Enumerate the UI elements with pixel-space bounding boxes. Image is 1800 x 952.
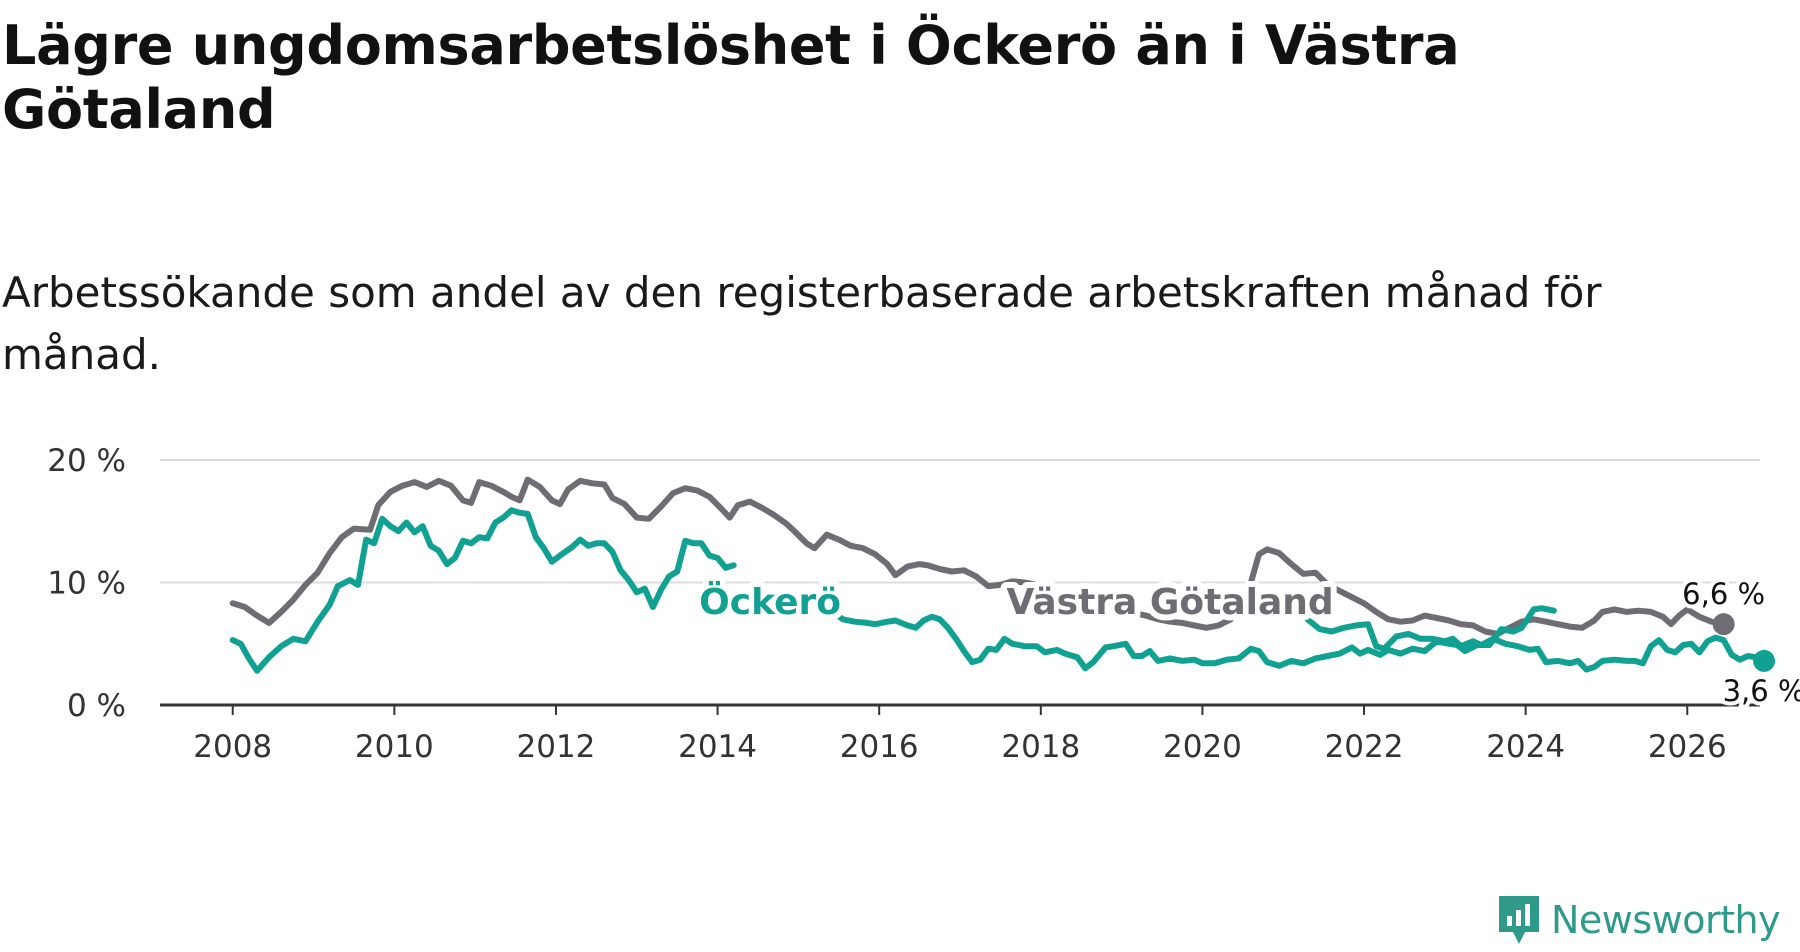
line-chart: 0 % 10 % 20 % 2008 2010 2012 2014 2016 2018 2020… [47, 443, 1800, 765]
x-tick-label: 2010 [355, 729, 434, 765]
x-axis-ticks: 2008 2010 2012 2014 2016 2018 2020 2022 2024 2026 [193, 705, 1727, 765]
x-tick-label: 2012 [517, 729, 596, 765]
series-labels: 6,6 % 3,6 % Öckerö Västra Götaland [693, 573, 1800, 712]
newsworthy-logo-icon [1499, 896, 1539, 944]
logo-text: Newsworthy [1551, 898, 1781, 942]
chart-title: Lägre ungdomsarbetslöshet i Öckerö än i … [2, 14, 1460, 141]
grid-lines [160, 459, 1760, 584]
series-line-ockero [1304, 616, 1767, 673]
x-tick-label: 2024 [1486, 729, 1565, 765]
end-marker-vastra-gotaland [1712, 613, 1735, 636]
x-tick-label: 2018 [1001, 729, 1080, 765]
series-label-vastra-gotaland: Västra Götaland [1006, 582, 1333, 623]
newsworthy-logo: Newsworthy [1495, 888, 1781, 952]
series-line-ockero [229, 507, 737, 674]
x-tick-label: 2026 [1648, 729, 1727, 765]
end-label-vastra-gotaland: 6,6 % [1682, 577, 1765, 611]
y-tick-label: 10 % [47, 566, 126, 602]
series-line-vastra-gotaland [229, 476, 1727, 637]
y-axis-ticks: 0 % 10 % 20 % [47, 443, 126, 724]
y-tick-label: 0 % [67, 688, 126, 724]
x-tick-label: 2020 [1163, 729, 1242, 765]
x-tick-label: 2014 [678, 729, 757, 765]
y-tick-label: 20 % [47, 443, 126, 479]
series-line-ockero [819, 596, 1557, 672]
x-tick-label: 2022 [1325, 729, 1404, 765]
series-label-ockero: Öckerö [699, 581, 841, 623]
series-lines [229, 476, 1776, 674]
x-tick-label: 2008 [193, 729, 272, 765]
chart-subtitle: Arbetssökande som andel av den registerb… [2, 268, 1602, 379]
end-label-ockero: 3,6 % [1723, 674, 1800, 708]
end-marker-ockero [1753, 649, 1776, 672]
x-tick-label: 2016 [840, 729, 919, 765]
